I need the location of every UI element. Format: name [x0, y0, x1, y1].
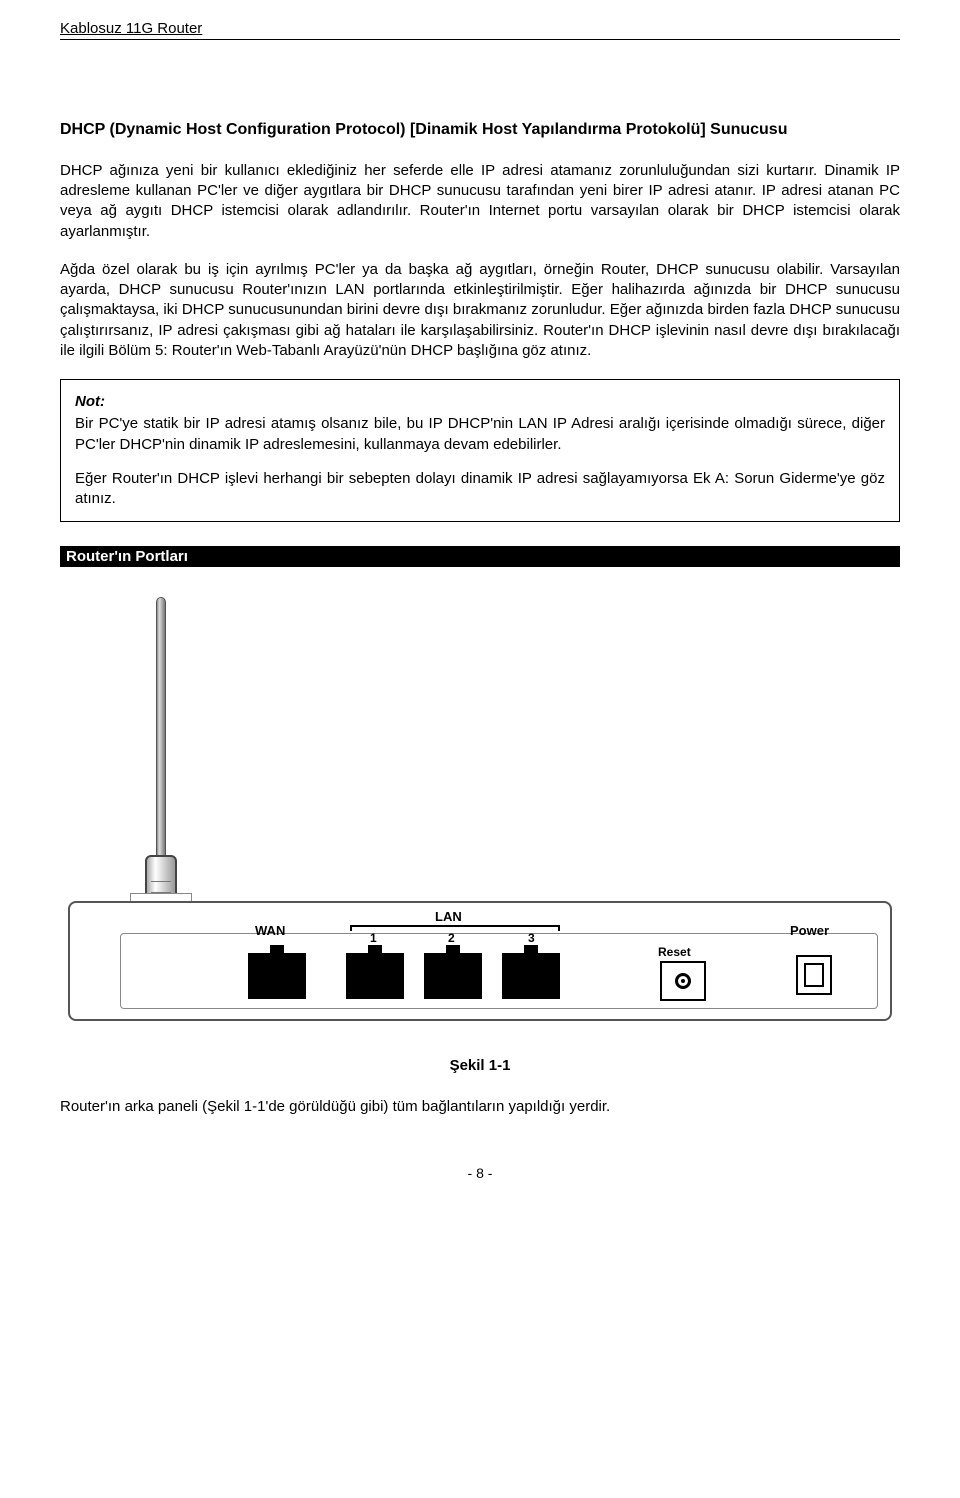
wan-label: WAN: [255, 923, 285, 938]
lan-num-3: 3: [528, 931, 535, 945]
doc-header-title: Kablosuz 11G Router: [60, 20, 900, 37]
footer-paragraph: Router'ın arka paneli (Şekil 1-1'de görü…: [60, 1098, 900, 1115]
router-diagram: WAN LAN 1 2 3 Reset Power: [60, 597, 900, 1037]
lan-num-2: 2: [448, 931, 455, 945]
router-body: WAN LAN 1 2 3 Reset Power: [68, 901, 892, 1021]
paragraph-1: DHCP ağınıza yeni bir kullanıcı eklediği…: [60, 161, 900, 242]
note-paragraph-2: Eğer Router'ın DHCP işlevi herhangi bir …: [75, 469, 885, 510]
power-label: Power: [790, 923, 829, 938]
note-box: Not: Bir PC'ye statik bir IP adresi atam…: [60, 379, 900, 522]
wan-port-icon: [248, 953, 306, 999]
note-paragraph-1: Bir PC'ye statik bir IP adresi atamış ol…: [75, 414, 885, 455]
lan-port-2-icon: [424, 953, 482, 999]
section-heading: DHCP (Dynamic Host Configuration Protoco…: [60, 120, 900, 141]
lan-label: LAN: [435, 909, 462, 924]
ports-section-title: Router'ın Portları: [60, 546, 900, 567]
lan-port-1-icon: [346, 953, 404, 999]
figure-caption: Şekil 1-1: [60, 1057, 900, 1074]
note-label: Not:: [75, 392, 885, 412]
page-number: - 8 -: [60, 1165, 900, 1181]
paragraph-2: Ağda özel olarak bu iş için ayrılmış PC'…: [60, 260, 900, 361]
header-rule: [60, 39, 900, 40]
power-jack-icon: [796, 955, 832, 995]
reset-label: Reset: [658, 945, 691, 959]
lan-port-3-icon: [502, 953, 560, 999]
lan-num-1: 1: [370, 931, 377, 945]
antenna-icon: [145, 597, 177, 913]
reset-button-icon: [675, 973, 691, 989]
